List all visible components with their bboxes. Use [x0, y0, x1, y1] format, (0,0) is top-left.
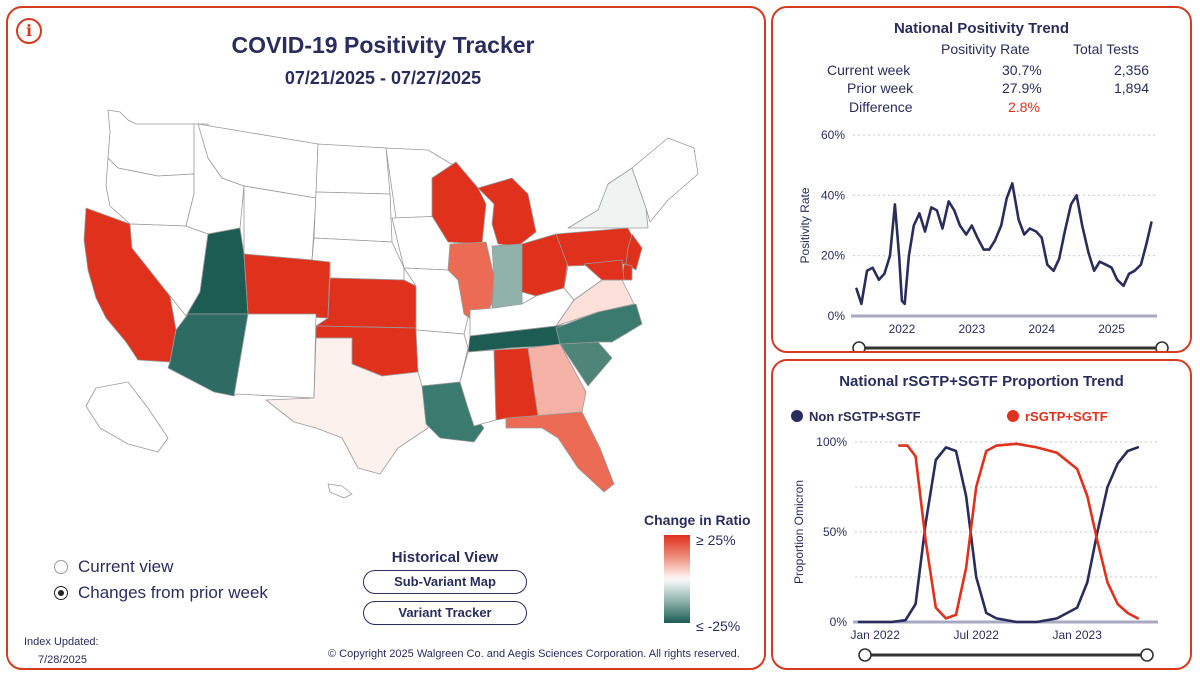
range-slider-end-handle[interactable]: [1140, 648, 1154, 662]
y-tick-label: 20%: [821, 249, 845, 263]
x-tick-label: 2025: [1098, 322, 1125, 336]
state-pa[interactable]: [555, 227, 639, 267]
y-tick-label: 100%: [816, 435, 847, 449]
info-icon[interactable]: i: [16, 18, 42, 44]
legend-high-label: ≥ 25%: [696, 532, 736, 548]
range-slider-start-handle[interactable]: [858, 648, 872, 662]
range-slider-start-handle[interactable]: [852, 341, 866, 351]
state-nm[interactable]: [233, 313, 317, 399]
changes-option[interactable]: Changes from prior week: [54, 580, 268, 606]
map-panel: i COVID-19 Positivity Tracker 07/21/2025…: [6, 6, 766, 670]
y-tick-label: 60%: [821, 128, 845, 142]
difference-label: Difference: [849, 99, 913, 115]
legend-marker-0: [791, 410, 803, 422]
state-ga[interactable]: [527, 343, 587, 417]
prior-week-rate: 27.9%: [1002, 80, 1042, 96]
positivity-trend-title: National Positivity Trend: [893, 20, 1070, 37]
proportion-trend-title: National rSGTP+SGTF Proportion Trend: [839, 373, 1124, 390]
index-updated-label: Index Updated:: [24, 636, 99, 648]
x-tick-label: 2023: [958, 322, 985, 336]
positivity-trend-chart[interactable]: 0% 20% 40% 60% 2022 2023 2024 2025 Positivity Ra…: [773, 123, 1190, 351]
current-week-label: Current week: [827, 62, 911, 78]
y-axis-label: Proportion Omicron: [792, 480, 806, 584]
series-line-1[interactable]: [898, 442, 1140, 620]
legend-marker-1: [1007, 410, 1019, 422]
state-hi[interactable]: [327, 483, 353, 499]
total-tests-header: Total Tests: [1073, 41, 1139, 57]
current-week-tests: 2,356: [1114, 62, 1150, 78]
x-tick-label: Jul 2022: [954, 628, 1000, 642]
y-tick-label: 0%: [830, 615, 848, 629]
state-new-england[interactable]: [631, 137, 699, 223]
proportion-trend-chart[interactable]: 0% 50% 100% Jan 2022 Jul 2022 Jan 2023 Proport…: [773, 397, 1190, 667]
range-slider-end-handle[interactable]: [1155, 341, 1169, 351]
changes-radio[interactable]: [54, 586, 68, 600]
us-map[interactable]: [48, 102, 728, 502]
state-tx[interactable]: [265, 337, 429, 475]
positivity-rate-header: Positivity Rate: [941, 41, 1030, 57]
state-ks[interactable]: [315, 277, 417, 329]
prior-week-label: Prior week: [847, 80, 914, 96]
state-fl[interactable]: [505, 411, 615, 493]
y-tick-label: 40%: [821, 188, 845, 202]
x-tick-label: Jan 2022: [851, 628, 901, 642]
proportion-trend-panel: National rSGTP+SGTF Proportion Trend 0% 5…: [771, 359, 1192, 670]
copyright-text: © Copyright 2025 Walgreen Co. and Aegis …: [328, 648, 740, 660]
legend-title: Change in Ratio: [644, 512, 751, 528]
date-range: 07/21/2025 - 07/27/2025: [284, 68, 482, 88]
series-line-0[interactable]: [857, 446, 1140, 624]
legend-label-0: Non rSGTP+SGTF: [809, 409, 921, 424]
sub-variant-map-button[interactable]: Sub-Variant Map: [363, 570, 527, 594]
y-tick-label: 0%: [828, 309, 846, 323]
state-wa[interactable]: [107, 109, 199, 177]
prior-week-tests: 1,894: [1114, 80, 1150, 96]
legend-color-bar: [664, 535, 690, 623]
legend-low-label: ≤ -25%: [696, 618, 741, 634]
current-view-label: Current view: [78, 557, 174, 576]
y-tick-label: 50%: [823, 525, 847, 539]
current-week-rate: 30.7%: [1002, 62, 1042, 78]
variant-tracker-button[interactable]: Variant Tracker: [363, 601, 527, 625]
series-line-0[interactable]: [855, 181, 1153, 306]
current-view-option[interactable]: Current view: [54, 554, 268, 580]
state-wy[interactable]: [243, 185, 317, 261]
state-co[interactable]: [243, 253, 331, 319]
state-nd[interactable]: [315, 143, 391, 195]
current-view-radio[interactable]: [54, 560, 68, 574]
state-in[interactable]: [491, 243, 523, 311]
national-positivity-panel: National Positivity Trend Positivity Rat…: [771, 6, 1192, 353]
x-tick-label: 2022: [889, 322, 916, 336]
changes-label: Changes from prior week: [78, 583, 268, 602]
state-sd[interactable]: [313, 191, 393, 243]
difference-value: 2.8%: [1008, 99, 1040, 115]
x-tick-label: Jan 2023: [1053, 628, 1103, 642]
state-mi[interactable]: [477, 177, 537, 247]
index-updated-date: 7/28/2025: [38, 654, 87, 666]
legend-label-1: rSGTP+SGTF: [1025, 409, 1108, 424]
state-ak[interactable]: [85, 381, 169, 453]
page-title: COVID-19 Positivity Tracker: [231, 32, 535, 58]
state-ar[interactable]: [415, 329, 469, 387]
y-axis-label: Positivity Rate: [798, 187, 812, 263]
view-options: Current view Changes from prior week: [54, 554, 268, 606]
historical-view-title: Historical View: [391, 549, 499, 566]
state-wi[interactable]: [431, 161, 487, 245]
x-tick-label: 2024: [1028, 322, 1055, 336]
state-md[interactable]: [583, 259, 625, 281]
